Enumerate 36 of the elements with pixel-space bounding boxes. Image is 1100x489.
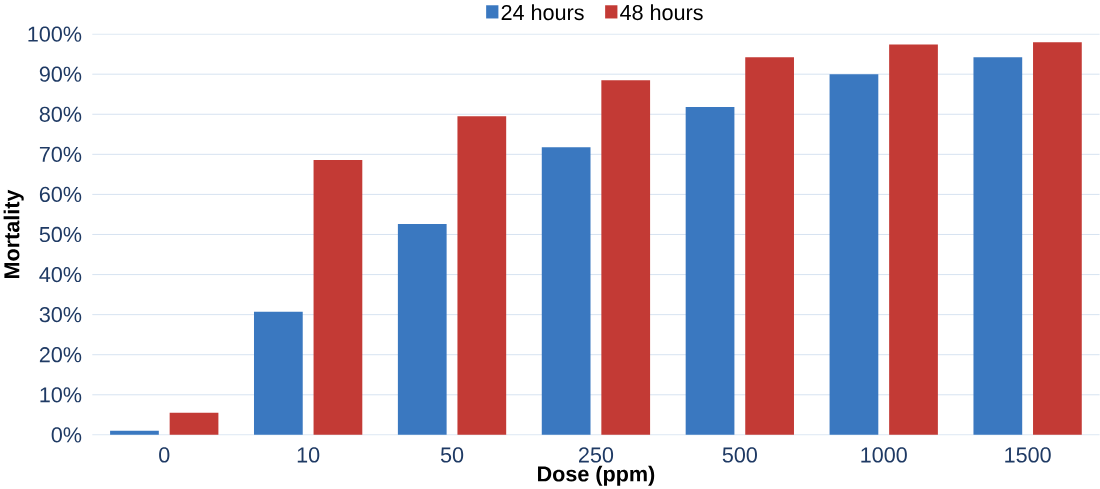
bar [169, 412, 219, 435]
y-tick-label: 100% [28, 26, 82, 42]
y-tick-label: 0% [51, 427, 82, 443]
bar [110, 430, 159, 435]
x-tick-label: 10 [297, 447, 320, 463]
y-tick-label: 30% [39, 306, 82, 323]
bar [601, 80, 651, 435]
bar [397, 223, 447, 435]
bar [829, 74, 879, 435]
y-tick-label: 40% [39, 266, 82, 283]
x-tick-label: 0 [159, 447, 170, 463]
x-tick-label: 500 [722, 447, 757, 463]
y-axis-title: Mortality [3, 189, 24, 278]
bar [973, 57, 1023, 435]
x-axis-title: Dose (ppm) [538, 465, 655, 486]
bar [685, 106, 735, 435]
legend-label: 48 hours [620, 4, 703, 20]
y-tick-label: 50% [39, 226, 82, 242]
bar [541, 146, 591, 435]
y-tick-label: 70% [39, 146, 82, 162]
bar [889, 44, 938, 435]
y-tick-label: 90% [39, 66, 82, 82]
bar [745, 57, 794, 435]
bar [313, 159, 363, 435]
x-tick-label: 1500 [1005, 447, 1051, 463]
y-tick-label: 80% [39, 106, 82, 122]
bar [1033, 41, 1082, 435]
legend-label: 24 hours [501, 4, 584, 20]
x-tick-label: 1000 [861, 447, 907, 463]
x-tick-label: 250 [579, 447, 614, 463]
x-tick-label: 50 [440, 447, 464, 463]
y-tick-label: 60% [39, 186, 82, 202]
bar [457, 116, 507, 435]
y-tick-label: 20% [39, 346, 82, 363]
y-tick-label: 10% [40, 386, 82, 403]
bar [253, 311, 303, 435]
